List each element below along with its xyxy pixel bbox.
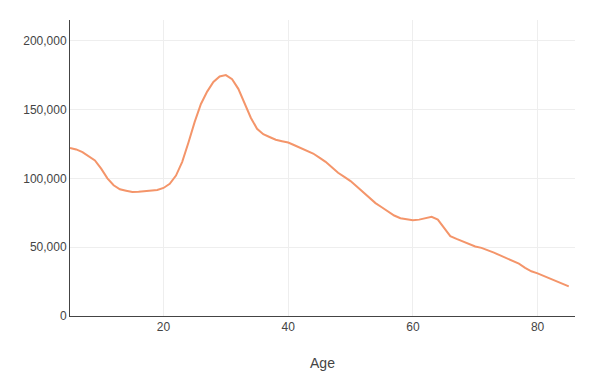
svg-text:Age: Age [310, 355, 335, 371]
svg-text:40: 40 [282, 320, 296, 334]
svg-text:200,000: 200,000 [23, 34, 67, 48]
svg-text:20: 20 [157, 320, 171, 334]
svg-text:60: 60 [406, 320, 420, 334]
svg-text:100,000: 100,000 [23, 172, 67, 186]
svg-text:50,000: 50,000 [30, 240, 67, 254]
svg-text:150,000: 150,000 [23, 103, 67, 117]
svg-text:0: 0 [60, 309, 67, 323]
svg-text:80: 80 [531, 320, 545, 334]
